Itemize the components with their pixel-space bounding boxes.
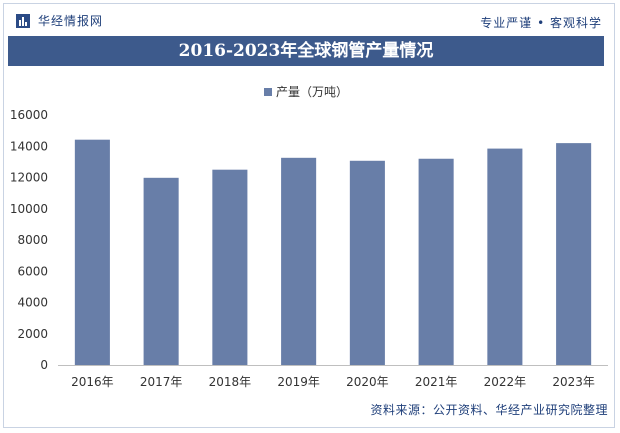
- bar: [74, 139, 110, 365]
- bar: [281, 157, 317, 365]
- y-tick-label: 16000: [10, 108, 48, 122]
- bar: [143, 177, 179, 365]
- bar: [556, 143, 592, 365]
- x-tick-label: 2017年: [140, 375, 183, 389]
- x-tick-label: 2021年: [415, 375, 458, 389]
- x-tick-label: 2016年: [71, 375, 114, 389]
- y-tick-label: 8000: [17, 233, 48, 247]
- x-tick-label: 2019年: [277, 375, 320, 389]
- bar: [487, 148, 523, 365]
- y-tick-label: 10000: [10, 202, 48, 216]
- legend-swatch: [264, 87, 272, 96]
- x-tick-label: 2020年: [346, 375, 389, 389]
- y-tick-label: 2000: [17, 327, 48, 341]
- source-note: 资料来源：公开资料、华经产业研究院整理: [370, 403, 608, 417]
- header: 华经情报网 专业严谨 • 客观科学: [4, 4, 614, 38]
- y-tick-label: 4000: [17, 296, 48, 310]
- bar: [212, 169, 248, 365]
- chart-title: 2016-2023年全球钢管产量情况: [8, 36, 604, 66]
- y-tick-label: 0: [40, 358, 48, 372]
- brand: 华经情报网: [15, 12, 103, 29]
- bar: [349, 160, 385, 365]
- tagline: 专业严谨 • 客观科学: [480, 16, 602, 30]
- brand-name: 华经情报网: [38, 14, 104, 28]
- x-tick-label: 2022年: [484, 375, 527, 389]
- legend: 产量（万吨）: [264, 83, 348, 100]
- y-tick-label: 12000: [10, 171, 48, 185]
- x-tick-label: 2018年: [209, 375, 252, 389]
- x-tick-label: 2023年: [552, 375, 595, 389]
- brand-logo-icon: [16, 13, 30, 28]
- y-tick-label: 6000: [17, 264, 48, 278]
- y-tick-label: 14000: [10, 139, 48, 153]
- legend-label: 产量（万吨）: [276, 85, 349, 99]
- bar: [418, 158, 454, 365]
